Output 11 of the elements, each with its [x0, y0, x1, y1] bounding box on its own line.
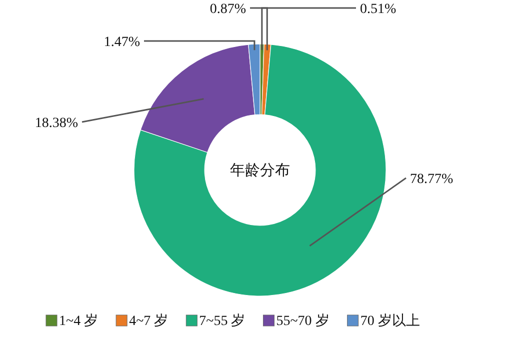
data-label: 0.51%	[360, 2, 396, 17]
data-label: 18.38%	[34, 116, 78, 131]
legend-label: 1~4 岁	[59, 313, 98, 329]
data-label: 1.47%	[104, 35, 140, 50]
text: 年龄分布	[230, 162, 290, 179]
legend-label: 55~70 岁	[276, 313, 330, 329]
legend-label: 4~7 岁	[129, 313, 168, 329]
legend-label: 7~55 岁	[199, 313, 246, 329]
legend-label: 70 岁以上	[360, 313, 420, 329]
data-label: 0.87%	[210, 2, 246, 17]
data-label: 78.77%	[410, 172, 454, 187]
